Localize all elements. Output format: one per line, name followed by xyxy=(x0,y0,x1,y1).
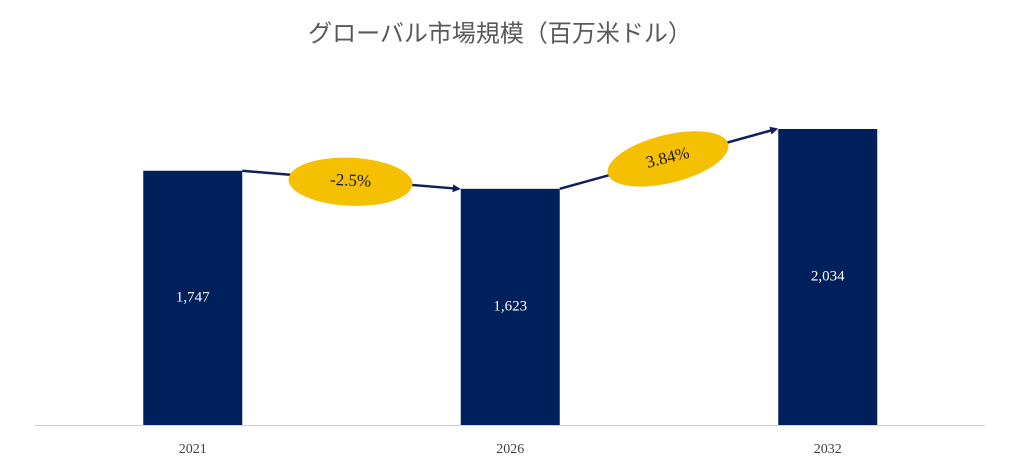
annotation-bubble xyxy=(607,131,729,187)
value-label: 1,623 xyxy=(493,298,527,314)
x-tick-label: 2026 xyxy=(496,442,524,457)
annotation: -2.5% xyxy=(288,157,413,206)
x-tick-label: 2032 xyxy=(814,442,842,457)
annotation-text: -2.5% xyxy=(330,170,372,191)
chart-title: グローバル市場規模（百万米ドル） xyxy=(308,21,692,48)
bar xyxy=(460,188,560,425)
bar xyxy=(778,129,878,425)
value-label: 1,747 xyxy=(176,289,210,305)
value-label: 2,034 xyxy=(811,268,845,284)
x-tick-label: 2021 xyxy=(179,442,207,457)
annotation-bubble xyxy=(288,157,413,206)
annotation: 3.84% xyxy=(607,131,729,187)
bar xyxy=(143,170,243,425)
